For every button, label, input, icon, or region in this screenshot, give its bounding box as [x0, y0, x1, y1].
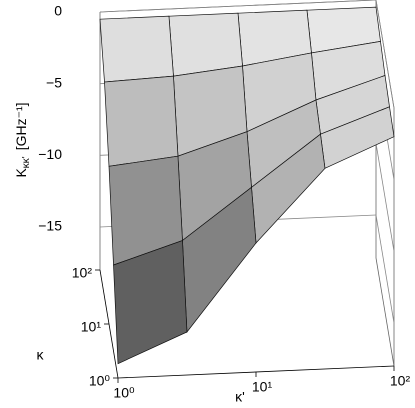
surface-patch [99, 15, 174, 83]
z-tick-label: −10 [38, 146, 62, 162]
grid-line [375, 214, 395, 324]
z-subscript: κκ' [21, 156, 32, 168]
box-edge [375, 257, 395, 367]
surface-patch [113, 240, 188, 365]
surface-patch [168, 12, 243, 77]
z-axis-label-text: Kκκ' [GHz⁻¹] [13, 102, 32, 177]
y-axis-label: κ [37, 347, 45, 363]
y-tick-label: 10² [72, 265, 93, 281]
y-tick-label: 10¹ [81, 319, 102, 335]
surface-patch [104, 75, 179, 167]
x-axis-label: κ' [235, 389, 245, 405]
z-symbol: K [13, 168, 29, 178]
y-tick-label: 10⁰ [89, 373, 111, 389]
z-tick-label: −15 [38, 218, 62, 234]
z-tick-label: 0 [54, 3, 62, 19]
grid-line [375, 143, 395, 252]
grid-line [375, 0, 395, 109]
z-axis-label: Kκκ' [GHz⁻¹] [13, 102, 32, 177]
x-tick-label: 10⁰ [113, 385, 135, 401]
x-tick-label: 10² [390, 373, 411, 389]
z-unit: [GHz⁻¹] [13, 102, 29, 150]
z-tick-label: −5 [46, 74, 62, 90]
x-tick-label: 10¹ [252, 379, 273, 395]
grid-line [99, 0, 377, 13]
